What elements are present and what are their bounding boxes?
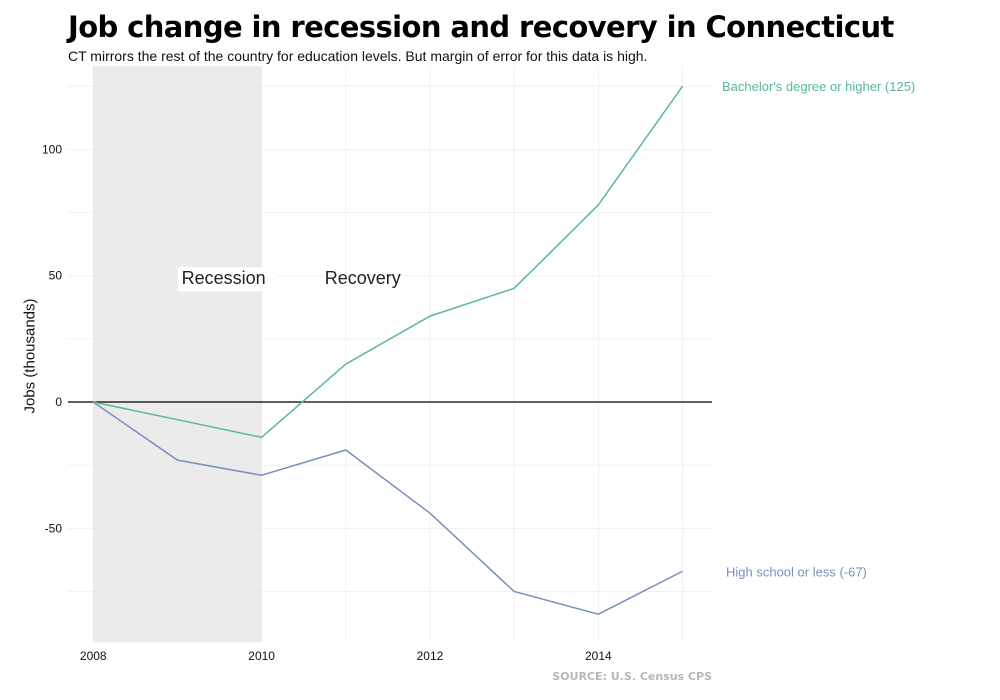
recession-label-bg [177,267,278,292]
source-note: SOURCE: U.S. Census CPS [552,670,712,683]
series-line-1 [93,85,684,439]
x-tick-label: 2010 [248,649,275,663]
recovery-label: Recovery [325,268,401,288]
x-tick-label: 2014 [585,649,612,663]
chart-title: Job change in recession and recovery in … [68,10,894,44]
series-label-1: Bachelor's degree or higher (125) [722,79,915,94]
series-label-2: High school or less (-67) [726,564,867,579]
series-line-2 [92,401,683,616]
y-tick-label: 50 [49,269,63,283]
y-tick-label: 0 [55,395,62,409]
x-tick-label: 2012 [417,649,444,663]
x-tick-label: 2008 [80,649,107,663]
y-tick-label: 100 [42,142,62,156]
chart-subtitle: CT mirrors the rest of the country for e… [68,48,648,64]
y-tick-label: -50 [45,521,63,535]
recession-label: Recession [182,268,266,288]
